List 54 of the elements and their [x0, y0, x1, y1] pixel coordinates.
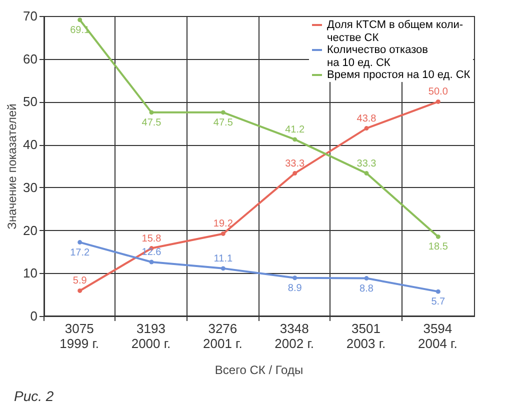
text: 8.9 [288, 282, 302, 294]
text: 15.8 [142, 233, 162, 244]
y-tick-label: 10 [23, 266, 38, 281]
point [436, 289, 440, 294]
legend-label: Количество отказов на 10 ед. СК [327, 44, 428, 69]
point [364, 171, 369, 176]
text: 8.8 [360, 283, 374, 294]
y-tick-label: 40 [23, 137, 38, 152]
point [149, 260, 154, 264]
point [78, 18, 82, 22]
x-tick-label: 3193 2000 г. [131, 321, 171, 351]
text: 18.5 [428, 242, 448, 253]
text: 5.9 [72, 276, 87, 287]
point [292, 137, 298, 142]
x-tick-label: 3075 1999 г. [60, 321, 99, 351]
x-tick-label: 3276 2001 г. [203, 321, 242, 351]
text: Рис. 2 [14, 388, 54, 404]
x-tick-label: 3594 2004 г. [418, 321, 458, 351]
text: 47.5 [213, 117, 233, 128]
text: 43.8 [356, 113, 376, 124]
text: 11.1 [214, 253, 233, 264]
text: 17.2 [70, 247, 90, 258]
text: 19.2 [213, 218, 233, 230]
y-tick-label: 70 [23, 8, 38, 24]
text: 50.0 [428, 86, 448, 98]
point [220, 110, 226, 115]
y-axis-title: Значение показателей [5, 104, 20, 230]
point [149, 110, 154, 115]
text: 41.2 [285, 124, 305, 136]
y-tick-label: 50 [23, 94, 38, 110]
y-tick-label: 60 [23, 51, 38, 66]
point [364, 276, 369, 281]
point [78, 240, 82, 245]
text: 33.3 [356, 158, 376, 170]
text: 33.3 [285, 158, 305, 170]
x-axis-title: Всего СК / Годы [214, 363, 304, 377]
y-tick-label: 30 [23, 180, 38, 195]
point [436, 99, 440, 104]
point [436, 234, 440, 239]
text: 12.6 [142, 247, 162, 258]
point [220, 266, 226, 271]
point [292, 276, 298, 280]
x-tick-label: 3348 2002 г. [274, 321, 314, 351]
text: 5.7 [431, 296, 446, 308]
point [364, 126, 369, 131]
y-tick-label: 0 [30, 308, 38, 324]
x-tick-label: 3501 2003 г. [346, 321, 386, 351]
point [78, 288, 82, 293]
y-tick-label: 20 [23, 222, 38, 238]
point [220, 231, 226, 236]
legend-label: Время простоя на 10 ед. СК [327, 69, 471, 81]
legend-label: Доля КТСМ в общем коли- честве СК [327, 19, 464, 44]
text: 47.5 [142, 117, 162, 128]
point [292, 171, 298, 176]
